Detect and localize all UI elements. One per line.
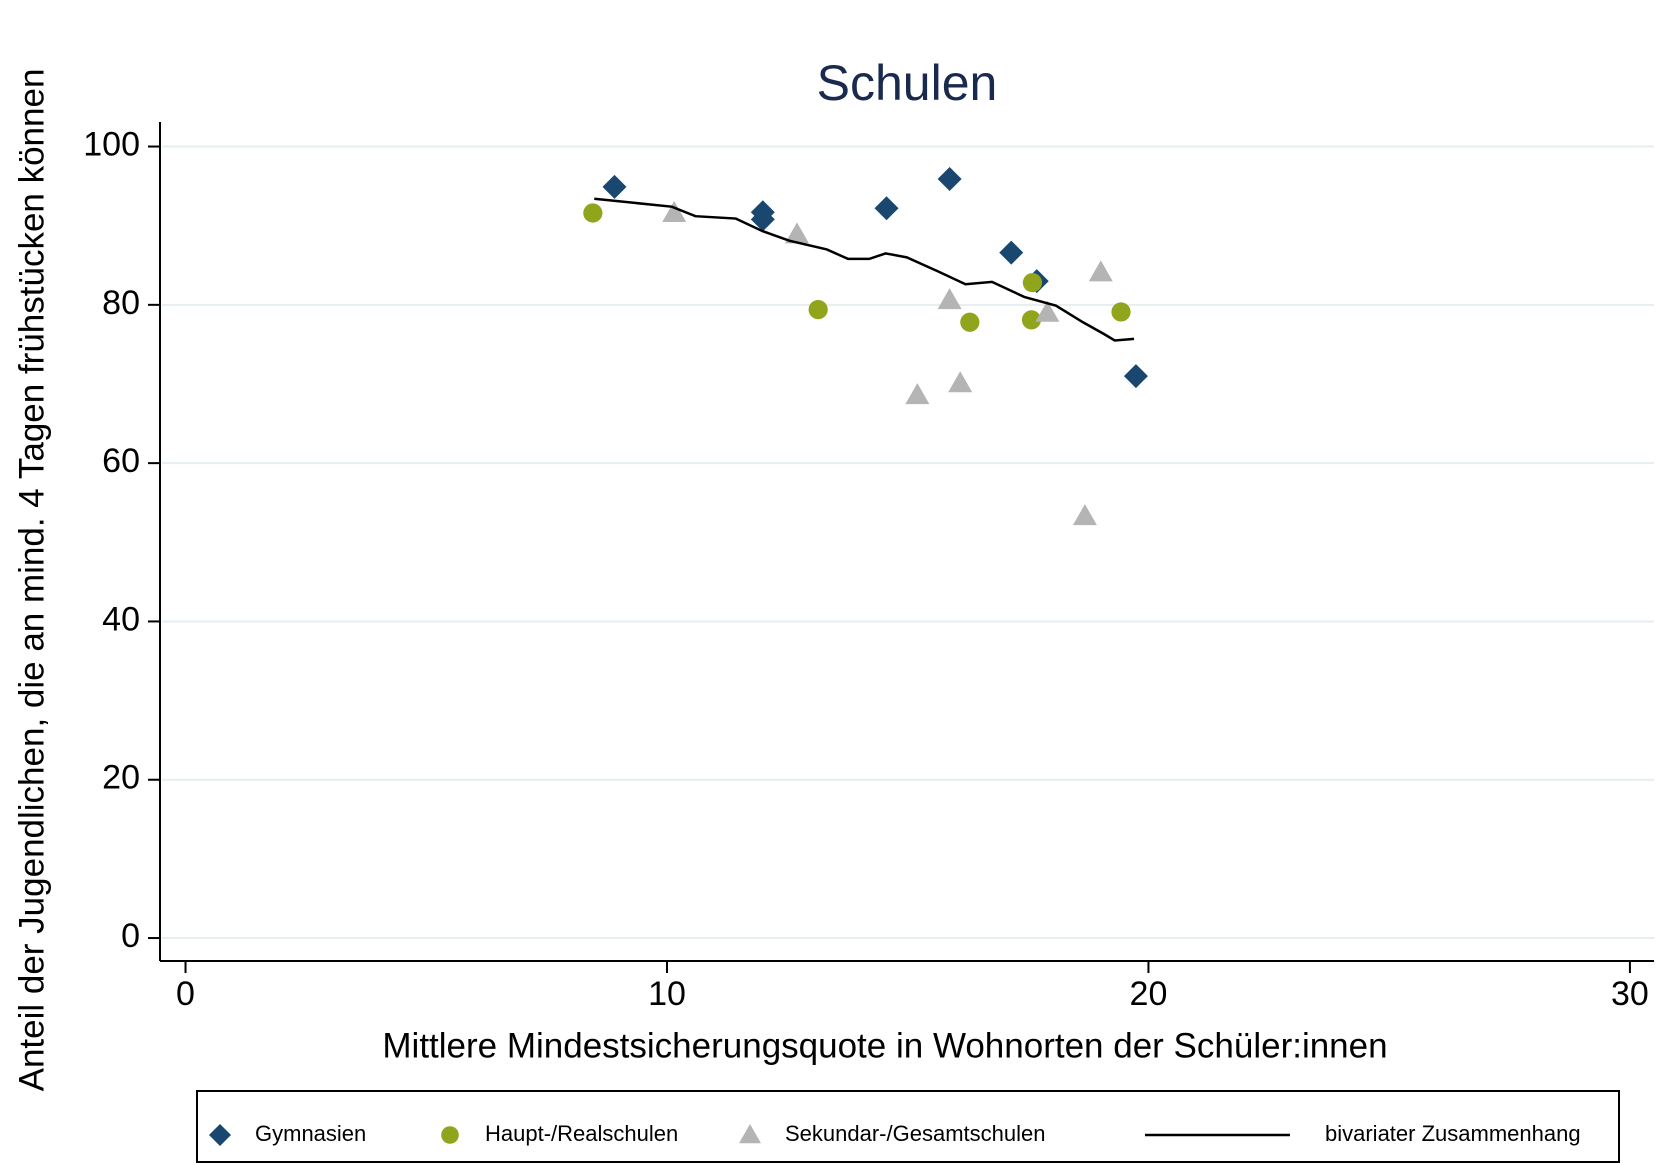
triangle-marker: [739, 1124, 761, 1144]
y-tick-label: 60: [102, 442, 140, 480]
diamond-marker: [937, 166, 962, 191]
y-tick-label: 80: [102, 284, 140, 322]
y-axis-label: Anteil der Jugendlichen, die an mind. 4 …: [12, 69, 51, 1092]
circle-marker: [441, 1126, 459, 1144]
x-tick-label: 30: [1611, 975, 1649, 1013]
triangle-marker: [1035, 300, 1060, 322]
circle-marker: [1021, 310, 1042, 330]
diamond-marker: [602, 174, 627, 199]
x-tick-label: 10: [648, 975, 686, 1013]
circle-marker: [1111, 302, 1131, 322]
fit-line: [594, 197, 1135, 342]
triangle-marker: [1072, 504, 1097, 526]
triangle-marker: [784, 222, 809, 244]
diamond-marker: [1123, 364, 1148, 389]
circle-marker: [808, 299, 828, 320]
circle-marker: [960, 312, 980, 332]
circle-marker: [1022, 273, 1043, 293]
triangle-marker: [1088, 260, 1113, 282]
diamond-marker: [999, 240, 1024, 265]
circle-marker: [583, 203, 603, 223]
chart-title: Schulen: [817, 55, 998, 111]
x-tick-label: 20: [1130, 975, 1168, 1013]
triangle-marker: [948, 371, 973, 393]
legend-box: [196, 1090, 1620, 1163]
legend-text: Haupt-/Realschulen: [485, 1121, 678, 1146]
diamond-marker: [750, 207, 775, 232]
y-tick-label: 100: [83, 126, 140, 164]
x-tick-label: 0: [176, 975, 195, 1013]
triangle-marker: [662, 201, 687, 223]
triangle-marker: [905, 383, 930, 405]
diamond-marker: [209, 1124, 231, 1146]
y-tick-label: 20: [102, 759, 140, 797]
legend-text: Sekundar-/Gesamtschulen: [785, 1121, 1045, 1146]
y-tick-label: 0: [121, 917, 140, 955]
diamond-marker: [874, 196, 899, 221]
x-axis-label: Mittlere Mindestsicherungsquote in Wohno…: [382, 1026, 1387, 1065]
y-tick-label: 40: [102, 600, 140, 638]
legend-text: bivariater Zusammenhang: [1325, 1121, 1581, 1146]
triangle-marker: [937, 288, 962, 310]
legend-text: Gymnasien: [255, 1121, 366, 1146]
